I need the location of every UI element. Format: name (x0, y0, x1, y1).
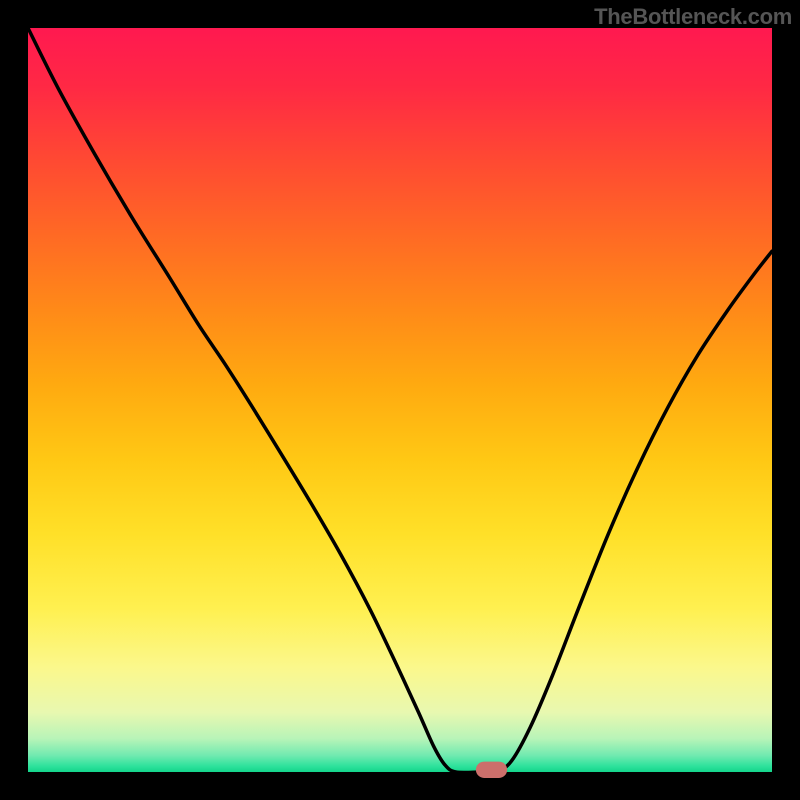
plot-background (28, 28, 772, 772)
watermark-text: TheBottleneck.com (594, 4, 792, 30)
optimum-marker (476, 762, 507, 778)
chart-svg (0, 0, 800, 800)
chart-container: TheBottleneck.com (0, 0, 800, 800)
